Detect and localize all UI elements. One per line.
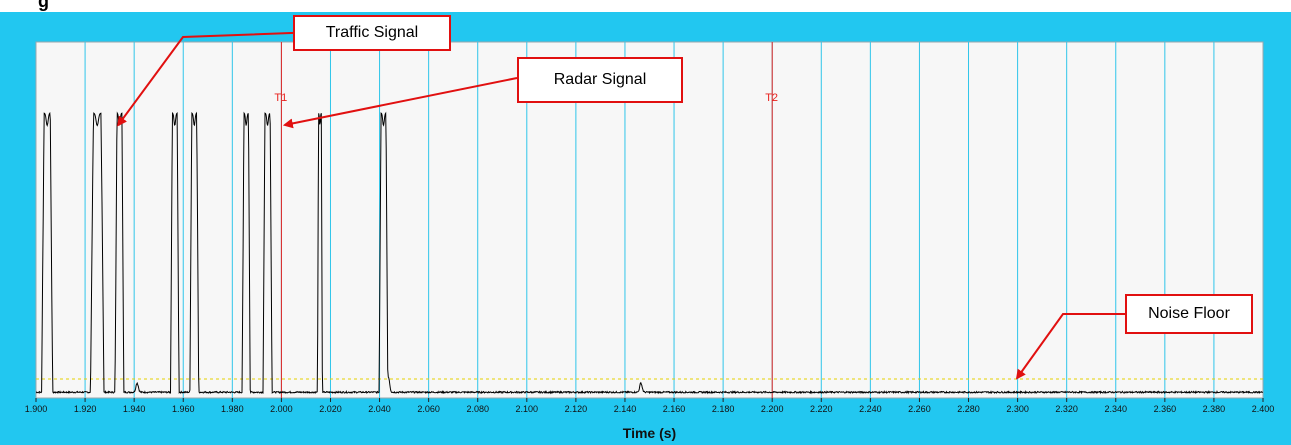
x-tick-label: 2.040 xyxy=(368,404,391,414)
annotation-arrow xyxy=(282,77,518,129)
annotation-arrow xyxy=(1015,313,1125,380)
title-strip: g xyxy=(0,0,1291,12)
x-tick-label: 2.180 xyxy=(712,404,735,414)
x-tick-label: 1.940 xyxy=(123,404,146,414)
x-axis-ticks: 1.900 1.920 1.940 1.960 1.980 2.000 2.020 2.040… xyxy=(25,398,1275,414)
x-tick-label: 2.000 xyxy=(270,404,293,414)
x-tick-label: 2.160 xyxy=(663,404,686,414)
x-axis-label: Time (s) xyxy=(623,425,676,441)
chart-title-partial: g xyxy=(38,0,49,11)
annotation-callout: Traffic Signal xyxy=(293,15,451,51)
x-tick-label: 2.100 xyxy=(516,404,539,414)
annotation-callout: Noise Floor xyxy=(1125,294,1253,334)
x-tick-label: 2.340 xyxy=(1104,404,1127,414)
x-tick-label: 2.240 xyxy=(859,404,882,414)
x-tick-label: 2.060 xyxy=(417,404,440,414)
annotation-callout: Radar Signal xyxy=(517,57,683,103)
x-tick-label: 2.320 xyxy=(1055,404,1078,414)
x-tick-label: 1.980 xyxy=(221,404,244,414)
x-tick-label: 2.260 xyxy=(908,404,931,414)
x-tick-label: 2.360 xyxy=(1154,404,1177,414)
signal-trace xyxy=(35,111,1264,395)
x-tick-label: 1.920 xyxy=(74,404,97,414)
x-tick-label: 2.280 xyxy=(957,404,980,414)
x-tick-label: 2.020 xyxy=(319,404,342,414)
x-tick-label: 2.220 xyxy=(810,404,833,414)
cursor-lines: T1 T2 xyxy=(274,42,778,398)
cursor-label: T2 xyxy=(765,92,778,104)
x-tick-label: 1.960 xyxy=(172,404,195,414)
cursor-label: T1 xyxy=(274,92,287,104)
x-tick-label: 2.140 xyxy=(614,404,637,414)
x-tick-label: 2.080 xyxy=(466,404,489,414)
x-tick-label: 2.380 xyxy=(1203,404,1226,414)
x-tick-label: 2.120 xyxy=(565,404,588,414)
x-tick-label: 2.300 xyxy=(1006,404,1029,414)
x-tick-label: 1.900 xyxy=(25,404,48,414)
x-tick-label: 2.400 xyxy=(1252,404,1275,414)
x-tick-label: 2.200 xyxy=(761,404,784,414)
